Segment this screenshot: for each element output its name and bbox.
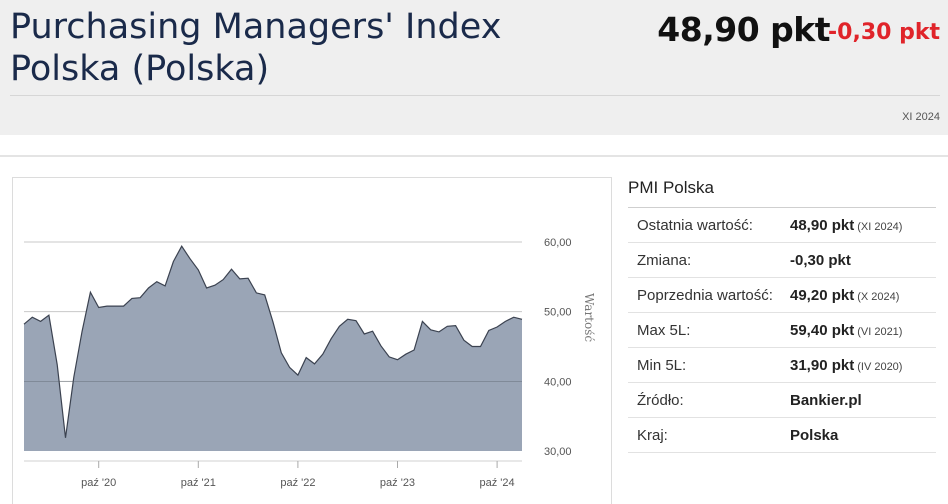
info-row-value-text: 49,20 pkt <box>790 287 855 304</box>
info-row-value: Bankier.pl <box>790 392 862 409</box>
info-row: Ostatnia wartość: 48,90 pkt (XI 2024) <box>628 208 936 243</box>
info-row-label: Źródło: <box>637 392 684 409</box>
chart-container[interactable]: 30,00 40,00 50,00 60,00 paź '20 paź '21 paź '2… <box>12 177 612 504</box>
info-row: Kraj: Polska <box>628 418 936 453</box>
info-row: Max 5L: 59,40 pkt (VI 2021) <box>628 313 936 348</box>
info-row-value: -0,30 pkt <box>790 252 851 269</box>
pmi-chart[interactable]: 30,00 40,00 50,00 60,00 paź '20 paź '21 paź '2… <box>13 178 613 504</box>
info-row-value-text: Polska <box>790 427 839 444</box>
x-tick-label: paź '20 <box>81 477 116 489</box>
x-tick-label: paź '24 <box>480 477 515 489</box>
y-tick-label: 40,00 <box>544 376 572 388</box>
info-row: Min 5L: 31,90 pkt (IV 2020) <box>628 348 936 383</box>
info-title: PMI Polska <box>628 178 714 197</box>
info-row-date: (XI 2024) <box>857 221 903 233</box>
x-tick-label: paź '23 <box>380 477 415 489</box>
x-tick-label: paź '22 <box>280 477 315 489</box>
info-row-value: 31,90 pkt (IV 2020) <box>790 357 902 374</box>
info-row-value: 59,40 pkt (VI 2021) <box>790 322 902 339</box>
y-axis-label: Wartość <box>582 293 596 342</box>
info-row-label: Max 5L: <box>637 322 691 339</box>
x-tick-label: paź '21 <box>181 477 216 489</box>
info-rows: Ostatnia wartość: 48,90 pkt (XI 2024) Zmian… <box>628 208 936 453</box>
area-series <box>24 246 522 451</box>
info-row: Zmiana: -0,30 pkt <box>628 243 936 278</box>
info-row-value-text: 59,40 pkt <box>790 322 855 339</box>
info-row-date: (VI 2021) <box>857 326 903 338</box>
info-row-label: Zmiana: <box>637 252 692 269</box>
info-row-label: Ostatnia wartość: <box>637 217 753 234</box>
header: Purchasing Managers' Index Polska (Polsk… <box>0 0 948 135</box>
info-divider <box>628 207 936 208</box>
page-title: Purchasing Managers' Index Polska (Polsk… <box>10 7 502 89</box>
series-line <box>23 245 523 438</box>
y-tick-label: 30,00 <box>544 446 572 458</box>
info-row-date: (X 2024) <box>857 291 900 303</box>
info-row: Źródło: Bankier.pl <box>628 383 936 418</box>
info-row-date: (IV 2020) <box>857 361 903 373</box>
y-tick-label: 60,00 <box>544 237 572 249</box>
info-row-label: Poprzednia wartość: <box>637 287 773 304</box>
info-row-value: Polska <box>790 427 838 444</box>
info-row-value-text: 48,90 pkt <box>790 217 855 234</box>
info-row: Poprzednia wartość: 49,20 pkt (X 2024) <box>628 278 936 313</box>
info-panel: PMI Polska Ostatnia wartość: 48,90 pkt (XI… <box>628 177 936 453</box>
header-divider <box>10 95 940 96</box>
info-row-label: Kraj: <box>637 427 668 444</box>
last-value: 48,90 pkt <box>657 10 830 49</box>
info-row-value: 48,90 pkt (XI 2024) <box>790 217 902 234</box>
info-row-label: Min 5L: <box>637 357 687 374</box>
info-row-value-text: 31,90 pkt <box>790 357 855 374</box>
period-label: XI 2024 <box>902 111 940 123</box>
value-change: -0,30 pkt <box>828 20 940 45</box>
info-row-value: 49,20 pkt (X 2024) <box>790 287 899 304</box>
info-row-value-text: Bankier.pl <box>790 392 862 409</box>
info-row-value-text: -0,30 pkt <box>790 252 851 269</box>
y-tick-label: 50,00 <box>544 307 572 319</box>
